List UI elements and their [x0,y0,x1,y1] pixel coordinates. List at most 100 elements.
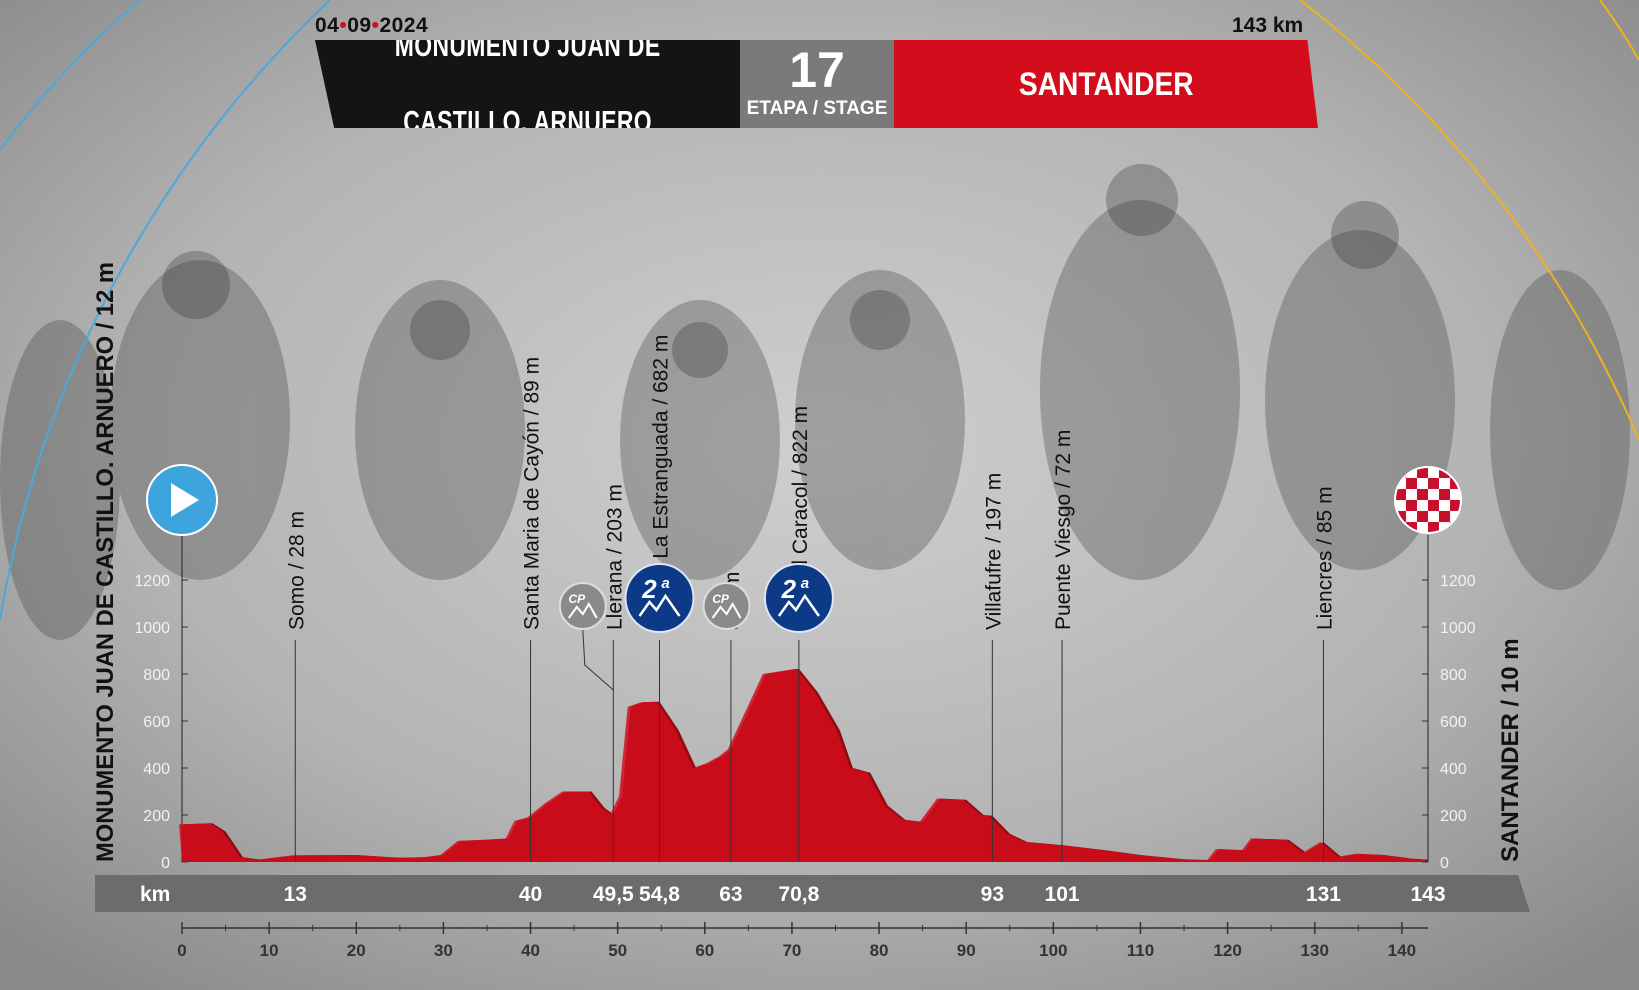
x-tick-label: 50 [608,941,627,960]
mountain-icon [568,602,598,619]
x-tick-label: 30 [434,941,453,960]
waypoint-km-label: 63 [719,883,742,906]
checker-square [1384,478,1395,489]
stage-number-box: 17 ETAPA / STAGE [740,40,894,128]
rider-heads [162,164,1399,378]
checker-square [1384,489,1395,500]
checker-square [1439,489,1450,500]
y-tick-label-left: 800 [143,667,170,684]
blue-arc-2 [0,0,331,621]
x-tick-label: 100 [1039,941,1067,960]
x-tick-label: 80 [870,941,889,960]
checker-square [1439,456,1450,467]
waypoint-label: Puente Viesgo / 72 m [1052,430,1075,630]
checker-square [1384,533,1395,544]
checker-square [1461,511,1472,522]
elevation-area [179,668,1425,862]
waypoint-km-label: 54,8 [639,883,680,906]
finish-km-label: 143 [1410,883,1445,906]
x-tick-label: 0 [177,941,186,960]
checker-square [1417,533,1428,544]
yellow-arc [1299,0,1639,441]
x-tick-label: 110 [1127,941,1154,960]
checker-square [1417,478,1428,489]
x-tick-label: 140 [1388,941,1416,960]
stage-date: 04•09•2024 [315,14,428,38]
climb-category-number: 2 [781,574,797,604]
finish-badge [1384,456,1472,544]
climb-category-suffix: a [801,575,809,592]
checker-square [1384,522,1395,533]
waypoint-km-label: 101 [1045,883,1080,906]
checker-square [1395,456,1406,467]
x-tick-label: 70 [782,941,801,960]
waypoint-label: Alto de La Estranguada / 682 m [649,335,672,630]
checker-square [1428,489,1439,500]
waypoint-label: Liencres / 85 m [1313,486,1336,630]
y-tick-label-right: 200 [1440,808,1467,825]
y-tick-label-left: 1000 [134,620,170,637]
checker-square [1428,467,1439,478]
waypoint-label: Villafufre / 197 m [982,473,1005,630]
checker-square [1406,478,1417,489]
mountain-icon [711,602,742,619]
checker-square [1406,500,1417,511]
sprint-badge-circle [558,582,607,630]
finish-town-name: SANTANDER [1018,65,1194,102]
checker-square [1461,467,1472,478]
checker-square [1439,478,1450,489]
y-tick-label-left: 0 [161,855,170,872]
checker-square [1428,478,1439,489]
y-tick-label-right: 400 [1440,761,1467,778]
y-tick-label-right: 0 [1440,855,1449,872]
checker-square [1406,533,1417,544]
checker-square [1417,456,1428,467]
waypoint-km-label: 93 [981,883,1004,906]
date-year: 2024 [379,14,429,37]
blue-arc [0,0,141,151]
checker-square [1406,522,1417,533]
start-town-line2: CASTILLO. ARNUERO [403,104,652,139]
checker-square [1417,522,1428,533]
finish-badge-ring [1394,466,1462,534]
sprint-badge: CP [702,582,751,630]
checker-square [1395,478,1406,489]
start-vertical-label: MONUMENTO JUAN DE CASTILLO. ARNUERO / 12… [92,262,119,862]
checker-square [1406,467,1417,478]
checker-square [1450,511,1461,522]
y-tick-label-left: 200 [143,808,170,825]
checker-square [1450,489,1461,500]
climb-badge-circle [624,563,695,633]
stage-number: 17 [789,42,845,98]
waypoint-km-label: 49,5 [593,883,634,906]
sprint-badge: CP [558,582,607,630]
y-tick-label-left: 1200 [134,573,170,590]
checker-square [1406,489,1417,500]
date-separator: • [339,14,348,37]
y-tick-label-left: 600 [143,714,170,731]
y-tick-label-right: 1200 [1440,573,1476,590]
x-tick-label: 20 [347,941,366,960]
y-tick-label-right: 800 [1440,667,1467,684]
checker-square [1461,533,1472,544]
date-month: 09 [347,14,372,37]
checker-square [1384,467,1395,478]
x-tick-label: 130 [1301,941,1329,960]
checker-square [1450,456,1461,467]
waypoint-km-label: 131 [1306,883,1341,906]
finish-town-banner: SANTANDER [894,40,1318,128]
y-tick-label-right: 600 [1440,714,1467,731]
waypoint-label: Somo / 28 m [285,511,308,630]
x-tick-label: 120 [1213,941,1241,960]
sprint-badge-circle [702,582,751,630]
waypoint-label: Santa Maria de Cayón / 89 m [521,357,544,630]
date-day: 04 [315,14,340,37]
checker-square [1428,522,1439,533]
mountain-icon [777,593,820,617]
checker-square [1450,533,1461,544]
sprint-connector [582,629,614,691]
